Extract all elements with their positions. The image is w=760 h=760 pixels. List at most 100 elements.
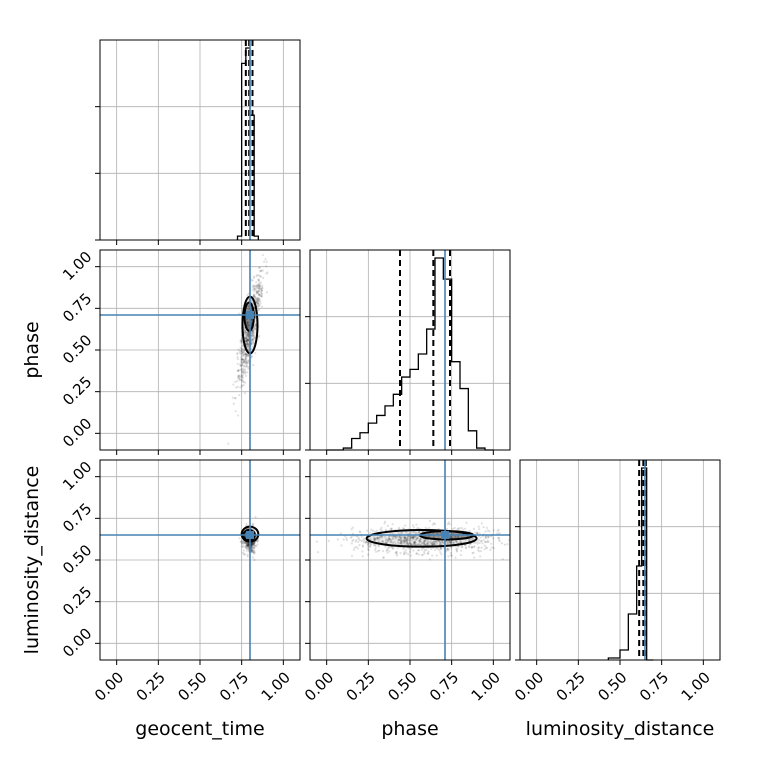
sample-point — [449, 541, 452, 545]
sample-point — [254, 324, 257, 327]
sample-point — [357, 536, 360, 539]
sample-point — [376, 537, 379, 540]
sample-point — [408, 537, 411, 540]
sample-point — [426, 543, 429, 546]
sample-point — [369, 531, 372, 534]
sample-point — [240, 540, 243, 543]
sample-point — [446, 547, 449, 550]
sample-point — [245, 358, 248, 361]
sample-point — [256, 299, 260, 302]
sample-point — [476, 542, 479, 545]
sample-point — [246, 326, 250, 329]
sample-point — [236, 362, 239, 365]
sample-point — [403, 536, 407, 539]
sample-point — [250, 543, 254, 546]
sample-point — [442, 541, 445, 544]
sample-point — [266, 271, 269, 274]
density-contour — [365, 529, 478, 548]
sample-point — [252, 551, 255, 554]
sample-point — [405, 541, 409, 544]
sample-point — [250, 545, 254, 548]
sample-point — [397, 539, 400, 542]
sample-point — [255, 292, 258, 295]
sample-point — [255, 280, 258, 284]
sample-point — [375, 537, 378, 540]
sample-point — [379, 535, 382, 538]
sample-point — [406, 539, 409, 542]
sample-point — [492, 537, 495, 540]
sample-point — [464, 538, 467, 542]
sample-point — [252, 276, 256, 280]
sample-point — [260, 292, 264, 295]
sample-point — [243, 360, 246, 363]
sample-point — [351, 526, 354, 529]
sample-point — [402, 539, 405, 542]
sample-point — [245, 546, 248, 549]
sample-point — [258, 297, 261, 300]
sample-point — [423, 539, 427, 543]
sample-point — [257, 278, 260, 281]
sample-point — [253, 541, 256, 544]
sample-point — [244, 337, 247, 340]
sample-point — [246, 365, 249, 368]
sample-point — [240, 357, 244, 360]
sample-point — [246, 345, 250, 348]
sample-point — [250, 548, 253, 552]
sample-point — [426, 542, 429, 545]
sample-point — [251, 547, 255, 550]
sample-point — [424, 539, 427, 542]
sample-point — [257, 301, 260, 305]
sample-point — [465, 521, 468, 524]
sample-point — [244, 355, 247, 358]
sample-point — [257, 305, 260, 308]
sample-point — [252, 284, 255, 287]
sample-point — [251, 329, 254, 333]
sample-point — [257, 284, 261, 287]
sample-point — [387, 540, 390, 543]
sample-point — [247, 365, 250, 369]
sample-point — [242, 350, 245, 353]
sample-point — [435, 531, 438, 535]
sample-point — [238, 350, 241, 353]
sample-point — [241, 542, 244, 545]
sample-point — [241, 367, 245, 370]
sample-point — [241, 358, 244, 361]
sample-point — [253, 288, 256, 291]
sample-point — [236, 385, 239, 388]
scatter-panel-geocent_time-phase — [99, 249, 301, 451]
sample-point — [373, 544, 377, 547]
sample-point — [412, 537, 415, 540]
sample-point — [409, 543, 413, 546]
sample-point — [422, 544, 426, 547]
sample-point — [374, 537, 377, 540]
sample-point — [238, 393, 241, 397]
sample-point — [246, 332, 249, 335]
sample-point — [381, 550, 385, 553]
sample-point — [422, 547, 425, 550]
sample-point — [409, 535, 413, 538]
sample-point — [484, 536, 487, 539]
sample-point — [244, 334, 247, 337]
sample-point — [437, 535, 440, 538]
sample-point — [240, 358, 244, 361]
sample-point — [369, 542, 372, 546]
sample-point — [242, 353, 246, 357]
sample-point — [395, 554, 399, 557]
sample-point — [362, 539, 365, 542]
sample-point — [474, 541, 477, 544]
sample-point — [447, 549, 450, 552]
sample-point — [398, 535, 401, 538]
sample-point — [252, 328, 255, 331]
sample-point — [371, 529, 374, 532]
sample-point — [245, 365, 248, 369]
sample-point — [258, 292, 261, 296]
sample-point — [485, 546, 488, 549]
sample-point — [240, 379, 244, 382]
sample-point — [366, 543, 370, 546]
sample-point — [250, 550, 253, 554]
sample-point — [477, 525, 480, 528]
sample-point — [244, 361, 247, 364]
sample-point — [257, 282, 260, 285]
sample-point — [247, 308, 250, 311]
sample-point — [260, 295, 264, 298]
